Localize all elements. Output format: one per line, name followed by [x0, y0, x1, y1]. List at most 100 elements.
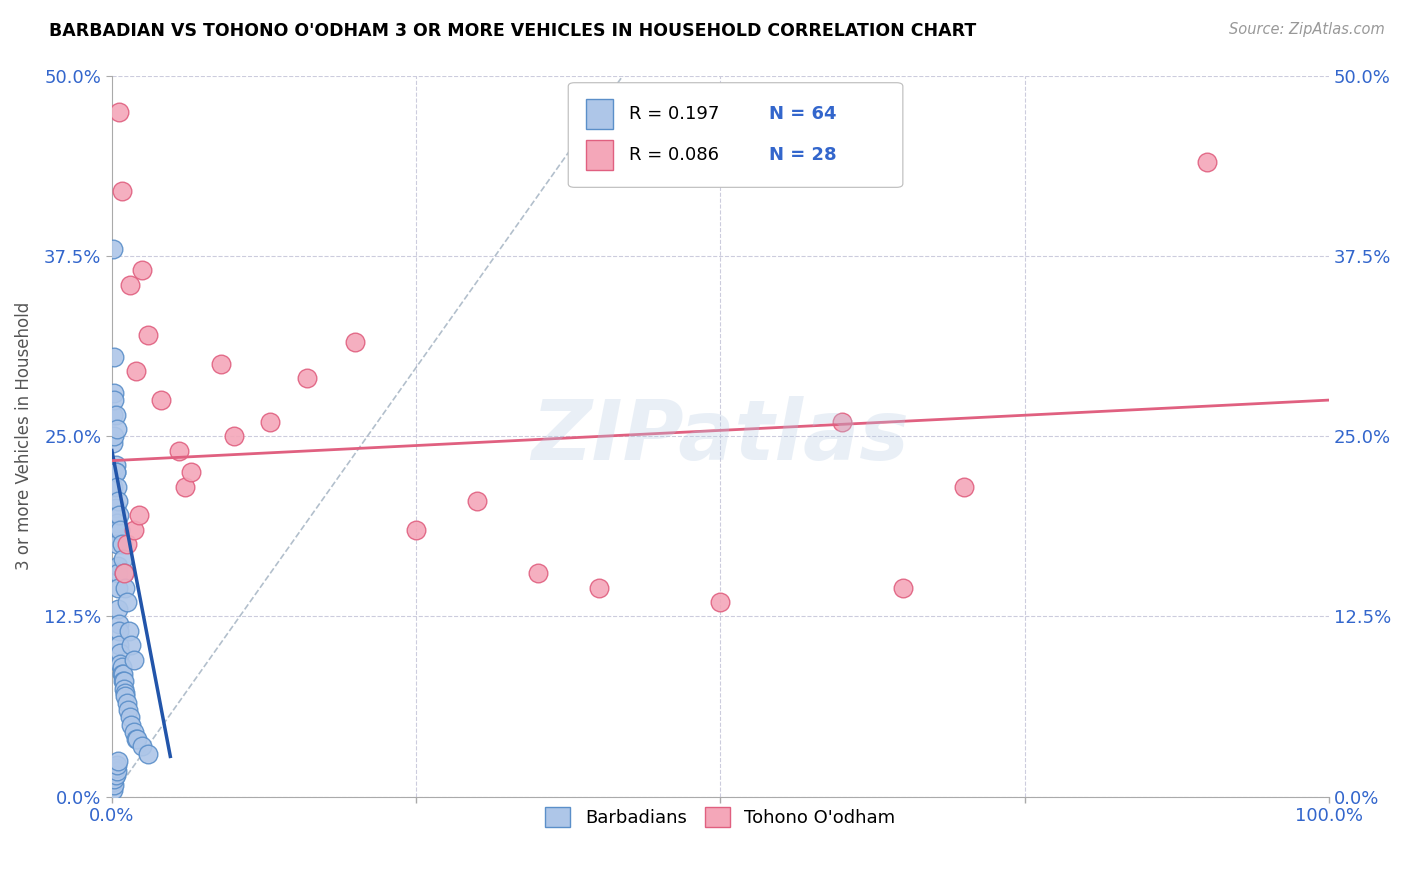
Point — [114, 581, 136, 595]
Point — [104, 465, 127, 479]
Point — [105, 758, 128, 772]
Point — [107, 754, 129, 768]
Point — [112, 566, 135, 581]
Point — [105, 537, 128, 551]
Point — [107, 602, 129, 616]
Point — [111, 537, 134, 551]
Point — [295, 371, 318, 385]
Point — [101, 775, 124, 789]
Point — [114, 686, 136, 700]
Text: BARBADIAN VS TOHONO O'ODHAM 3 OR MORE VEHICLES IN HOUSEHOLD CORRELATION CHART: BARBADIAN VS TOHONO O'ODHAM 3 OR MORE VE… — [49, 22, 976, 40]
Point — [105, 516, 128, 530]
Point — [111, 660, 134, 674]
Point — [120, 717, 142, 731]
Point — [104, 501, 127, 516]
Point — [222, 429, 245, 443]
Point — [122, 724, 145, 739]
Point — [117, 703, 139, 717]
Point — [107, 559, 129, 574]
Point — [101, 408, 124, 422]
Text: N = 28: N = 28 — [769, 146, 837, 164]
Point — [118, 624, 141, 638]
Point — [120, 277, 142, 292]
Text: R = 0.086: R = 0.086 — [628, 146, 718, 164]
Y-axis label: 3 or more Vehicles in Household: 3 or more Vehicles in Household — [15, 302, 32, 570]
Point — [209, 357, 232, 371]
Point — [174, 480, 197, 494]
Text: R = 0.197: R = 0.197 — [628, 104, 720, 123]
Point — [122, 653, 145, 667]
Point — [112, 681, 135, 696]
Point — [709, 595, 731, 609]
Point — [104, 768, 127, 782]
Point — [344, 335, 367, 350]
Point — [125, 364, 148, 378]
Point — [1197, 155, 1219, 169]
Point — [128, 508, 150, 523]
Point — [120, 710, 142, 724]
Text: ZIPatlas: ZIPatlas — [531, 396, 910, 476]
Point — [127, 732, 149, 747]
Point — [111, 551, 134, 566]
Point — [149, 393, 172, 408]
Point — [108, 624, 131, 638]
Point — [831, 415, 853, 429]
Point — [125, 732, 148, 747]
Point — [108, 508, 131, 523]
Point — [101, 782, 124, 797]
Point — [115, 537, 138, 551]
Point — [103, 778, 125, 792]
Point — [111, 667, 134, 681]
Legend: Barbadians, Tohono O'odham: Barbadians, Tohono O'odham — [538, 799, 903, 835]
Point — [111, 667, 134, 681]
Point — [101, 480, 124, 494]
Point — [180, 465, 202, 479]
FancyBboxPatch shape — [568, 83, 903, 187]
Point — [588, 581, 610, 595]
Point — [114, 689, 136, 703]
Point — [103, 350, 125, 364]
Point — [112, 566, 135, 581]
Point — [259, 415, 281, 429]
Point — [105, 422, 128, 436]
Point — [167, 443, 190, 458]
Point — [104, 408, 127, 422]
Point — [122, 523, 145, 537]
Text: N = 64: N = 64 — [769, 104, 837, 123]
Point — [105, 764, 128, 778]
Point — [952, 480, 974, 494]
FancyBboxPatch shape — [586, 99, 613, 128]
Point — [103, 429, 125, 443]
Point — [110, 523, 132, 537]
Point — [138, 328, 160, 343]
Point — [104, 458, 127, 472]
Point — [110, 646, 132, 660]
Point — [138, 747, 160, 761]
Point — [108, 616, 131, 631]
Point — [103, 772, 125, 787]
Point — [112, 674, 135, 689]
Point — [465, 494, 488, 508]
Point — [101, 436, 124, 450]
Point — [101, 242, 124, 256]
Point — [107, 494, 129, 508]
Point — [105, 523, 128, 537]
Point — [131, 739, 153, 754]
Point — [110, 657, 132, 671]
Point — [103, 393, 125, 408]
Point — [108, 104, 131, 119]
Point — [104, 761, 127, 775]
Point — [115, 595, 138, 609]
Text: Source: ZipAtlas.com: Source: ZipAtlas.com — [1229, 22, 1385, 37]
Point — [111, 184, 134, 198]
Point — [891, 581, 914, 595]
Point — [104, 465, 127, 479]
FancyBboxPatch shape — [586, 140, 613, 170]
Point — [405, 523, 427, 537]
Point — [131, 263, 153, 277]
Point — [103, 385, 125, 400]
Point — [527, 566, 550, 581]
Point — [115, 696, 138, 710]
Point — [107, 581, 129, 595]
Point — [105, 480, 128, 494]
